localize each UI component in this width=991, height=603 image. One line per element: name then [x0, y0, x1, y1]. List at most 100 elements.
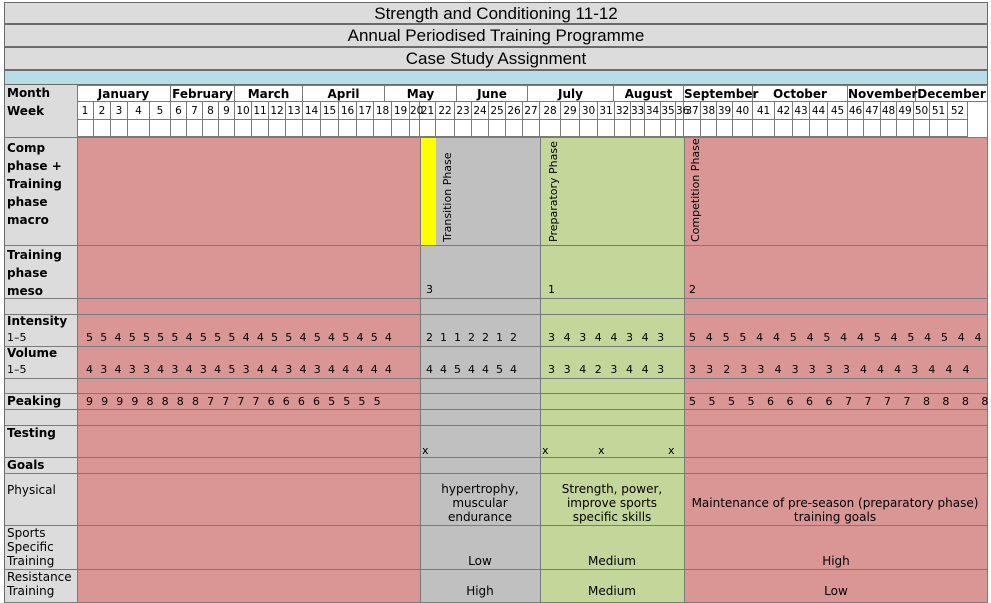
row-divider	[4, 569, 988, 570]
separator-right	[987, 85, 988, 602]
week-48: 48	[881, 102, 897, 120]
testing-label: Testing	[7, 426, 56, 440]
transition-phase-text: Transition Phase	[441, 152, 454, 242]
blank-cell	[733, 120, 753, 137]
week-24: 24	[472, 102, 489, 120]
week-40: 40	[733, 102, 753, 120]
week-25: 25	[489, 102, 506, 120]
week-22: 22	[436, 102, 455, 120]
month-label: Month	[7, 86, 51, 100]
blank-cell	[631, 120, 645, 137]
week-3: 3	[111, 102, 128, 120]
row-divider	[4, 525, 988, 526]
blank-cell	[303, 120, 321, 137]
week-38: 38	[701, 102, 717, 120]
month-july: July	[528, 85, 614, 102]
week-row: 1 2 3 4 5 6 7 8 9 10 11 12 13 14 15 16 17 18 19 20 21 22 23 24 2…	[77, 102, 988, 120]
blank-cell	[150, 120, 171, 137]
blank-cell	[717, 120, 733, 137]
week-4: 4	[128, 102, 150, 120]
week-51: 51	[930, 102, 948, 120]
peaking-values-competition: 5 5 5 5 6 6 6 6 7 7 7 7 8 8 8 8 9	[689, 395, 991, 408]
blank-cell	[753, 120, 775, 137]
label-column	[4, 85, 77, 603]
month-row: January February March April May June July Augu…	[77, 85, 988, 102]
blank-cell	[580, 120, 598, 137]
separator-preparatory	[540, 137, 541, 602]
week-16: 16	[339, 102, 357, 120]
blank-cell	[410, 120, 420, 137]
blank-cell	[187, 120, 203, 137]
week-23: 23	[455, 102, 472, 120]
preparatory-phase-text: Preparatory Phase	[547, 141, 560, 242]
blank-cell	[219, 120, 235, 137]
week-14: 14	[303, 102, 321, 120]
separator-competition	[684, 137, 685, 602]
month-january: January	[77, 85, 171, 102]
blank-cell	[540, 120, 561, 137]
resistance-competition: Low	[824, 584, 848, 598]
week-36: 36	[676, 102, 689, 120]
test-mark-3: x	[598, 444, 605, 457]
month-may: May	[385, 85, 457, 102]
blank-cell	[392, 120, 410, 137]
blank-cell	[489, 120, 506, 137]
row-divider	[4, 425, 988, 426]
meso-competition: 2	[689, 283, 696, 296]
blank-row	[77, 120, 988, 137]
week-9: 9	[219, 102, 235, 120]
row-divider	[4, 409, 988, 410]
blank-cell	[286, 120, 303, 137]
row-divider	[4, 298, 988, 299]
spacer-band	[4, 70, 988, 85]
blank-cell	[914, 120, 930, 137]
blank-cell	[269, 120, 286, 137]
week-33: 33	[631, 102, 645, 120]
week-21: 21	[420, 102, 436, 120]
blank-cell	[661, 120, 676, 137]
week-28: 28	[540, 102, 561, 120]
month-october: October	[753, 85, 848, 102]
peaking-label: Peaking	[7, 394, 62, 408]
comp-phase-label: Comp phase + Training phase macro	[7, 141, 62, 227]
week-47: 47	[864, 102, 881, 120]
blank-cell	[775, 120, 793, 137]
blank-cell	[77, 120, 94, 137]
blank-cell	[111, 120, 128, 137]
title-line-3: Case Study Assignment	[4, 47, 988, 70]
sports-specific-competition: High	[822, 554, 850, 568]
separator-label	[77, 85, 78, 602]
volume-values-transition: 4 4 5 4 4 5 4	[426, 363, 517, 376]
week-46: 46	[848, 102, 864, 120]
resistance-transition: High	[466, 584, 494, 598]
blank-cell	[645, 120, 661, 137]
blank-cell	[357, 120, 374, 137]
intensity-label: Intensity	[7, 314, 68, 328]
intensity-values-preparatory: 3 4 3 4 4 3 4 3	[548, 331, 665, 344]
goal-preparatory: Strength, power, improve sports specific…	[561, 482, 663, 524]
month-march: March	[235, 85, 303, 102]
week-6: 6	[171, 102, 187, 120]
pre-transition-block	[77, 137, 420, 602]
blank-cell	[881, 120, 897, 137]
blank-cell	[472, 120, 489, 137]
separator-transition	[420, 137, 421, 602]
intensity-range: 1–5	[7, 331, 27, 344]
goal-transition: hypertrophy, muscular endurance	[441, 482, 519, 524]
blank-cell	[930, 120, 948, 137]
blank-cell	[203, 120, 219, 137]
row-divider	[4, 457, 988, 458]
week-20: 20	[410, 102, 423, 120]
blank-cell	[676, 120, 684, 137]
blank-cell	[420, 120, 436, 137]
week-11: 11	[252, 102, 269, 120]
resistance-label: Resistance Training	[7, 570, 72, 598]
goal-competition: Maintenance of pre-season (preparatory p…	[691, 496, 979, 524]
blank-cell	[235, 120, 252, 137]
blank-cell	[506, 120, 523, 137]
blank-cell	[128, 120, 150, 137]
sports-specific-transition: Low	[468, 554, 492, 568]
meso-preparatory: 1	[548, 283, 555, 296]
volume-values-preparatory: 3 3 4 2 3 4 4 3	[548, 363, 665, 376]
